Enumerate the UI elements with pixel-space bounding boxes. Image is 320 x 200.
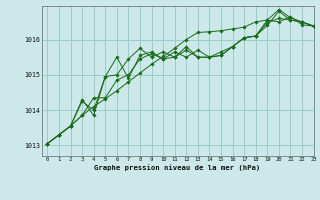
- X-axis label: Graphe pression niveau de la mer (hPa): Graphe pression niveau de la mer (hPa): [94, 164, 261, 171]
